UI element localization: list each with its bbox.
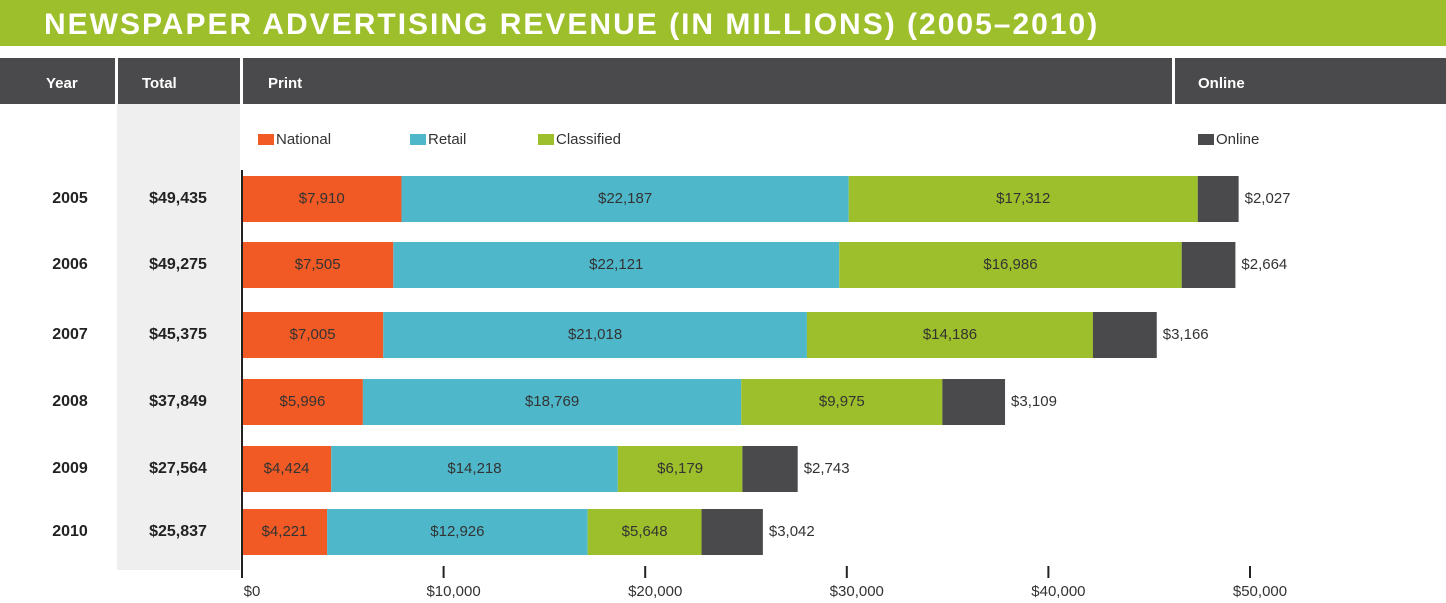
x-tick-label: $30,000: [830, 583, 884, 600]
value-label: $4,424: [264, 460, 310, 477]
bar-segment: [942, 379, 1006, 425]
bar-segment: [1181, 242, 1236, 288]
header-divider: [1172, 58, 1175, 104]
total-column: [117, 104, 240, 570]
bar-segment: [401, 176, 849, 222]
value-label: $14,186: [923, 326, 977, 343]
year-label: 2007: [52, 326, 88, 343]
value-label: $18,769: [525, 393, 579, 410]
bar-segment: [327, 509, 588, 555]
legend-label: Online: [1216, 131, 1259, 148]
bar-segment: [839, 242, 1182, 288]
bar-segment: [1197, 176, 1239, 222]
bar-segment: [331, 446, 618, 492]
chart-title: NEWSPAPER ADVERTISING REVENUE (IN MILLIO…: [44, 8, 1099, 41]
total-label: $25,837: [149, 523, 207, 540]
bar-segment: [701, 509, 763, 555]
value-label: $7,910: [299, 190, 345, 207]
bar-segment: [587, 509, 702, 555]
total-label: $49,275: [149, 256, 207, 273]
value-label: $14,218: [447, 460, 501, 477]
value-label: $2,743: [804, 460, 850, 477]
legend-swatch: [1198, 134, 1214, 145]
bar-segment: [741, 379, 943, 425]
value-label: $3,109: [1011, 393, 1057, 410]
bar-segment: [617, 446, 743, 492]
value-label: $16,986: [983, 256, 1037, 273]
column-header: Year: [46, 75, 78, 92]
header-divider: [240, 58, 243, 104]
bar-segment: [806, 312, 1093, 358]
column-header: Online: [1198, 75, 1245, 92]
value-label: $12,926: [430, 523, 484, 540]
x-tick-label: $50,000: [1233, 583, 1287, 600]
legend-label: Retail: [428, 131, 466, 148]
value-label: $4,221: [262, 523, 308, 540]
value-label: $2,664: [1241, 256, 1287, 273]
year-label: 2005: [52, 190, 88, 207]
year-label: 2010: [52, 523, 88, 540]
value-label: $5,996: [279, 393, 325, 410]
total-label: $45,375: [149, 326, 207, 343]
bar-segment: [848, 176, 1198, 222]
bar-segment: [242, 312, 384, 358]
bar-segment: [242, 509, 328, 555]
bar-segment: [362, 379, 742, 425]
bar-segment: [242, 446, 332, 492]
legend-swatch: [258, 134, 274, 145]
x-tick-label: $20,000: [628, 583, 682, 600]
total-label: $49,435: [149, 190, 207, 207]
value-label: $17,312: [996, 190, 1050, 207]
value-label: $2,027: [1245, 190, 1291, 207]
value-label: $22,121: [589, 256, 643, 273]
bar-segment: [242, 242, 394, 288]
value-label: $22,187: [598, 190, 652, 207]
bar-segment: [242, 379, 363, 425]
bar-segment: [742, 446, 798, 492]
year-label: 2006: [52, 256, 88, 273]
year-label: 2008: [52, 393, 88, 410]
total-label: $37,849: [149, 393, 207, 410]
value-label: $3,166: [1163, 326, 1209, 343]
x-tick-label: $0: [244, 583, 261, 600]
value-label: $9,975: [819, 393, 865, 410]
value-label: $5,648: [622, 523, 668, 540]
legend-label: Classified: [556, 131, 621, 148]
value-label: $7,505: [295, 256, 341, 273]
x-tick-label: $10,000: [426, 583, 480, 600]
value-label: $6,179: [657, 460, 703, 477]
total-label: $27,564: [149, 460, 207, 477]
value-label: $7,005: [290, 326, 336, 343]
year-label: 2009: [52, 460, 88, 477]
column-header: Print: [268, 75, 302, 92]
legend-swatch: [538, 134, 554, 145]
legend-swatch: [410, 134, 426, 145]
bar-segment: [1092, 312, 1157, 358]
bar-segment: [383, 312, 807, 358]
value-label: $21,018: [568, 326, 622, 343]
legend-label: National: [276, 131, 331, 148]
value-label: $3,042: [769, 523, 815, 540]
header-divider: [115, 58, 118, 104]
column-header: Total: [142, 75, 177, 92]
x-tick-label: $40,000: [1031, 583, 1085, 600]
title-bar: [0, 0, 1446, 46]
bar-segment: [242, 176, 402, 222]
bar-segment: [393, 242, 840, 288]
